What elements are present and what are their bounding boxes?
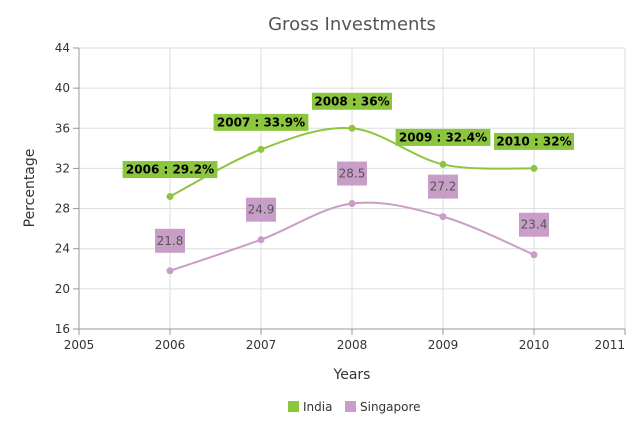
singapore-data-point [530, 251, 538, 259]
x-tick-label: 2010 [519, 338, 550, 352]
singapore-data-label: 24.9 [248, 203, 275, 217]
singapore-legend-label: Singapore [360, 400, 421, 414]
x-tick-label: 2008 [337, 338, 368, 352]
x-tick-label: 2005 [64, 338, 95, 352]
singapore-label-box [246, 197, 276, 222]
x-tick-label: 2011 [594, 338, 625, 352]
india-data-point [439, 160, 447, 168]
singapore-data-label: 27.2 [430, 180, 457, 194]
india-data-label: 2010 : 32% [496, 134, 571, 148]
singapore-data-point [166, 267, 174, 275]
india-data-label: 2009 : 32.4% [399, 130, 487, 144]
singapore-legend-swatch [345, 401, 356, 412]
india-data-point [166, 193, 174, 201]
india-legend-swatch [288, 401, 299, 412]
india-data-point [530, 164, 538, 172]
india-data-label: 2007 : 33.9% [217, 115, 305, 129]
india-label-box [312, 92, 392, 110]
india-data-label: 2006 : 29.2% [126, 163, 214, 177]
data-labels: 2006 : 29.2% 2007 : 33.9% 2008 : 36% 2009 :… [122, 92, 574, 253]
singapore-data-point [348, 200, 356, 208]
y-tick-label: 20 [55, 282, 70, 296]
y-tick-label: 40 [55, 81, 70, 95]
singapore-label-box [337, 161, 367, 186]
grid-lines [78, 47, 626, 330]
axes [73, 47, 626, 335]
singapore-data-label: 23.4 [521, 218, 548, 232]
chart-title: Gross Investments [268, 14, 436, 35]
india-data-point [348, 124, 356, 132]
india-legend-label: India [303, 400, 332, 414]
singapore-label-box [519, 212, 549, 237]
india-data-label: 2008 : 36% [314, 94, 389, 108]
x-tick-label: 2009 [428, 338, 459, 352]
y-tick-label: 36 [55, 121, 70, 135]
india-label-box [494, 132, 574, 150]
y-tick-label: 16 [55, 322, 70, 336]
legend: India Singapore [288, 400, 421, 414]
singapore-data-point [439, 213, 447, 221]
india-label-box [213, 113, 309, 131]
y-tick-label: 32 [55, 161, 70, 175]
tick-labels: 16 20 24 28 32 36 40 44 2005 2006 2007 2008 2009 2010… [55, 41, 625, 352]
y-tick-label: 44 [55, 41, 70, 55]
y-tick-label: 28 [55, 202, 70, 216]
india-label-box [395, 128, 491, 146]
x-axis-title: Years [333, 367, 371, 383]
y-tick-label: 24 [55, 242, 70, 256]
y-axis-title: Percentage [22, 149, 38, 228]
singapore-data-label: 28.5 [339, 167, 366, 181]
india-data-point [257, 145, 265, 153]
series-lines [166, 124, 538, 275]
singapore-data-point [257, 236, 265, 244]
singapore-data-label: 21.8 [157, 234, 184, 248]
singapore-label-box [428, 174, 458, 199]
singapore-label-box [155, 228, 185, 253]
x-tick-label: 2006 [155, 338, 186, 352]
x-tick-label: 2007 [246, 338, 277, 352]
india-label-box [122, 161, 218, 179]
